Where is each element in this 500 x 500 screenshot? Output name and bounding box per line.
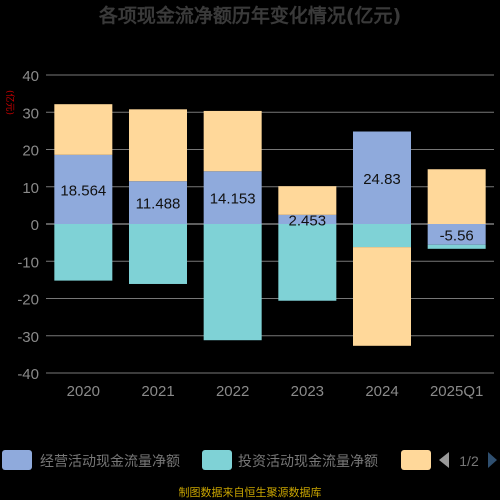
data-labels: 18.564 11.488 14.153 2.453 24.83 -5.56 [60,171,473,245]
bar-series2 [427,244,486,249]
bar-series1 [203,171,262,224]
legend-prev-icon[interactable] [439,452,449,468]
bar-series2 [129,224,187,284]
x-tick-label: 2024 [365,383,398,400]
data-label: 11.488 [136,196,181,213]
x-tick-label: 2021 [141,383,174,400]
y-tick-label: 40 [22,68,39,85]
y-tick-label: -20 [17,292,39,309]
data-label: 18.564 [60,182,106,199]
x-tick-label: 2020 [67,383,100,400]
y-axis-ticks: -40 -30 -20 -10 0 10 20 30 40 [17,68,39,383]
x-tick-label: 2023 [291,383,324,400]
bar-series3 [427,169,486,224]
bar-series1 [353,131,411,224]
footer-source-note: 制图数据来自恒生聚源数据库 [178,486,322,499]
bar-series1 [427,224,486,245]
bar-series1 [129,181,187,224]
bar-series2 [353,224,411,248]
y-tick-label: 10 [22,180,39,197]
bar-series2 [54,224,113,281]
legend-swatch [202,450,232,470]
data-label: -5.56 [440,227,474,244]
bar-series3 [203,110,262,172]
bar-series1 [278,214,337,224]
y-axis-unit-label: (亿元) [4,90,16,115]
bars [54,104,486,346]
y-tick-label: -30 [17,329,39,346]
legend-label: 经营活动现金流量净额 [40,453,180,469]
legend-swatch [2,450,32,470]
bar-series3 [129,109,187,182]
legend-page-indicator: 1/2 [459,453,479,469]
y-tick-label: -10 [17,254,39,271]
x-tick-label: 2025Q1 [430,383,483,400]
data-label: 24.83 [363,171,401,188]
y-tick-label: -40 [17,366,39,383]
bar-series1 [54,154,113,224]
y-tick-label: 0 [31,217,39,234]
bar-series3 [278,186,337,215]
x-axis-ticks: 2020 2021 2022 2023 2024 2025Q1 [67,383,484,400]
bar-series2 [278,224,337,301]
x-tick-label: 2022 [216,383,249,400]
chart-title: 各项现金流净额历年变化情况(亿元) [98,4,401,27]
grid-lines [46,74,494,374]
legend-swatch [401,450,431,470]
bar-series3 [353,247,411,346]
bar-series2 [203,224,262,341]
legend-label: 投资活动现金流量净额 [238,453,378,469]
y-tick-label: 30 [22,105,39,122]
bar-series3 [54,104,113,155]
y-tick-label: 20 [22,143,39,160]
legend-next-icon[interactable] [488,452,497,468]
data-label: 2.453 [289,212,327,229]
legend[interactable]: 经营活动现金流量净额 投资活动现金流量净额 1/2 [2,450,497,470]
data-label: 14.153 [210,191,256,208]
